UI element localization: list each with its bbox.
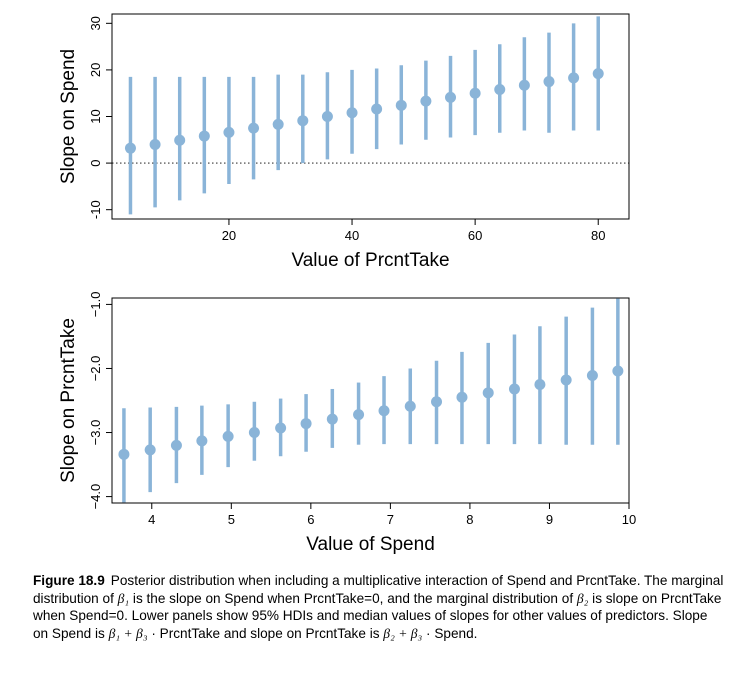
plot-frame (111, 13, 630, 220)
median-point (494, 83, 506, 95)
median-point (482, 387, 494, 399)
median-point (124, 142, 136, 154)
x-axis-title: Value of Spend (306, 534, 435, 555)
median-point (378, 405, 390, 417)
x-axis-title: Value of PrcntTake (291, 250, 449, 271)
x-tick-label: 9 (546, 512, 553, 527)
x-tick-label: 7 (387, 512, 394, 527)
x-tick-label: 80 (591, 228, 605, 243)
y-tick-label: −1.0 (88, 292, 103, 318)
y-tick-label: 10 (88, 109, 103, 123)
y-tick-label: -10 (88, 200, 103, 219)
y-tick-label: −4.0 (88, 484, 103, 510)
median-point (326, 413, 338, 425)
median-point (518, 79, 530, 91)
x-tick-label: 4 (148, 512, 155, 527)
slope-on-prcnttake-chart: 4 5 6 7 8 9 10 −4.0 −3.0 −2.0 −1.0 Value of Spend Sl… (58, 292, 636, 555)
median-point (346, 107, 358, 119)
median-point (300, 418, 312, 430)
median-point (508, 383, 520, 395)
y-axis-title: Slope on Spend (58, 49, 79, 184)
x-tick-label: 10 (622, 512, 636, 527)
median-point (469, 87, 481, 99)
median-point (144, 444, 156, 456)
median-point (568, 72, 580, 84)
median-point (248, 122, 260, 134)
median-point (149, 138, 161, 150)
median-point (395, 99, 407, 111)
caption-text-4: · PrcntTake and slope on PrcntTake is (147, 625, 384, 641)
x-tick-label: 40 (345, 228, 359, 243)
median-point (371, 103, 383, 115)
median-point (118, 448, 130, 460)
median-point (592, 68, 604, 80)
median-point (612, 365, 624, 377)
median-point (170, 439, 182, 451)
y-tick-label: −2.0 (88, 356, 103, 382)
caption-beta1: β₁ (117, 590, 130, 606)
median-point (248, 427, 260, 439)
median-point (275, 422, 287, 434)
caption-text-2: is the slope on Spend when PrcntTake=0, … (129, 590, 577, 606)
median-point (272, 118, 284, 130)
median-point (586, 370, 598, 382)
median-point (543, 76, 555, 88)
y-tick-label: 0 (88, 159, 103, 166)
median-point (198, 130, 210, 142)
median-point (534, 378, 546, 390)
caption-beta2-beta3: β₂ + β₃ (383, 625, 423, 641)
median-point (174, 134, 186, 146)
figure-caption: Figure 18.9 Posterior distribution when i… (33, 572, 725, 642)
caption-beta1-beta3: β₁ + β₃ (108, 625, 148, 641)
plot-frame (111, 297, 630, 504)
median-point (404, 400, 416, 412)
x-tick-label: 5 (228, 512, 235, 527)
y-tick-label: 30 (88, 16, 103, 30)
median-point (445, 91, 457, 103)
caption-text-3: is slope on PrcntTake when Spend=0. Lowe… (33, 590, 722, 641)
y-axis-title: Slope on PrcntTake (58, 318, 79, 483)
x-tick-label: 6 (307, 512, 314, 527)
caption-text-1: Posterior distribution when including a … (33, 573, 724, 606)
caption-beta2: β₂ (576, 590, 589, 606)
median-point (431, 396, 443, 408)
x-tick-label: 60 (468, 228, 482, 243)
median-point (297, 115, 309, 127)
x-tick-label: 20 (222, 228, 236, 243)
slope-on-spend-chart: 20 40 60 80 -10 0 10 20 30 Value of PrcntTake Slop… (58, 13, 630, 271)
x-tick-label: 8 (466, 512, 473, 527)
caption-text-5: · Spend. (422, 625, 478, 641)
median-point (196, 435, 208, 447)
median-point (222, 430, 234, 442)
median-point (456, 391, 468, 403)
median-point (321, 111, 333, 122)
median-point (353, 409, 365, 421)
median-point (223, 126, 235, 138)
median-point (420, 95, 432, 107)
median-point (560, 374, 572, 386)
y-tick-label: 20 (88, 63, 103, 77)
caption-label: Figure 18.9 (33, 573, 105, 588)
y-tick-label: −3.0 (88, 420, 103, 446)
